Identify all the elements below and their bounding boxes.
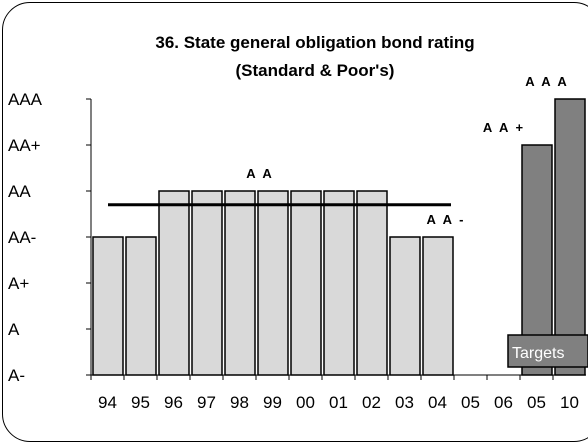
x-tick-label: 05 xyxy=(527,393,546,412)
x-tick-label: 05 xyxy=(461,393,480,412)
y-tick-label: A xyxy=(8,320,20,339)
chart-title: 36. State general obligation bond rating xyxy=(155,33,474,52)
x-tick-label: 02 xyxy=(362,393,381,412)
x-tick-label: 00 xyxy=(296,393,315,412)
y-tick-label: A- xyxy=(8,366,25,385)
y-tick-label: AA xyxy=(8,182,31,201)
target-bar xyxy=(554,98,586,376)
annotations: A A A A - A A + A A A xyxy=(246,74,568,227)
x-tick-label: 97 xyxy=(197,393,216,412)
x-tick-label: 95 xyxy=(131,393,150,412)
x-tick-label: 94 xyxy=(98,393,117,412)
rating-bar xyxy=(191,190,223,376)
rating-annotation: A A A xyxy=(525,74,568,89)
rating-bar xyxy=(356,190,388,376)
rating-annotation: A A xyxy=(246,166,273,181)
x-tick-label: 96 xyxy=(164,393,183,412)
x-tick-label: 99 xyxy=(263,393,282,412)
bars xyxy=(92,98,586,376)
targets-box xyxy=(507,334,588,368)
targets-group: Targets xyxy=(507,334,588,368)
rating-bar xyxy=(158,190,190,376)
y-tick-label: AA- xyxy=(8,228,36,247)
x-tick-label: 04 xyxy=(428,393,447,412)
x-tick-label: 01 xyxy=(329,393,348,412)
rating-bar xyxy=(323,190,355,376)
chart-subtitle: (Standard & Poor's) xyxy=(236,61,395,80)
x-axis: 94 95 96 97 98 99 00 01 02 03 04 05 06 05 10 xyxy=(90,374,586,412)
x-tick-label: 98 xyxy=(230,393,249,412)
y-tick-label: A+ xyxy=(8,274,29,293)
x-tick-label: 06 xyxy=(494,393,513,412)
targets-label: Targets xyxy=(512,345,564,362)
rating-bar xyxy=(257,190,289,376)
rating-bar xyxy=(389,236,421,376)
rating-bar xyxy=(224,190,256,376)
y-tick-label: AA+ xyxy=(8,136,41,155)
bond-rating-chart: 36. State general obligation bond rating… xyxy=(8,33,588,412)
rating-bar xyxy=(92,236,124,376)
y-tick-label: AAA xyxy=(8,90,43,109)
rating-bar xyxy=(125,236,157,376)
rating-bar xyxy=(422,236,454,376)
x-tick-label: 03 xyxy=(395,393,414,412)
rating-bar xyxy=(290,190,322,376)
rating-annotation: A A + xyxy=(483,120,525,135)
rating-annotation: A A - xyxy=(427,212,466,227)
x-tick-label: 10 xyxy=(560,393,579,412)
